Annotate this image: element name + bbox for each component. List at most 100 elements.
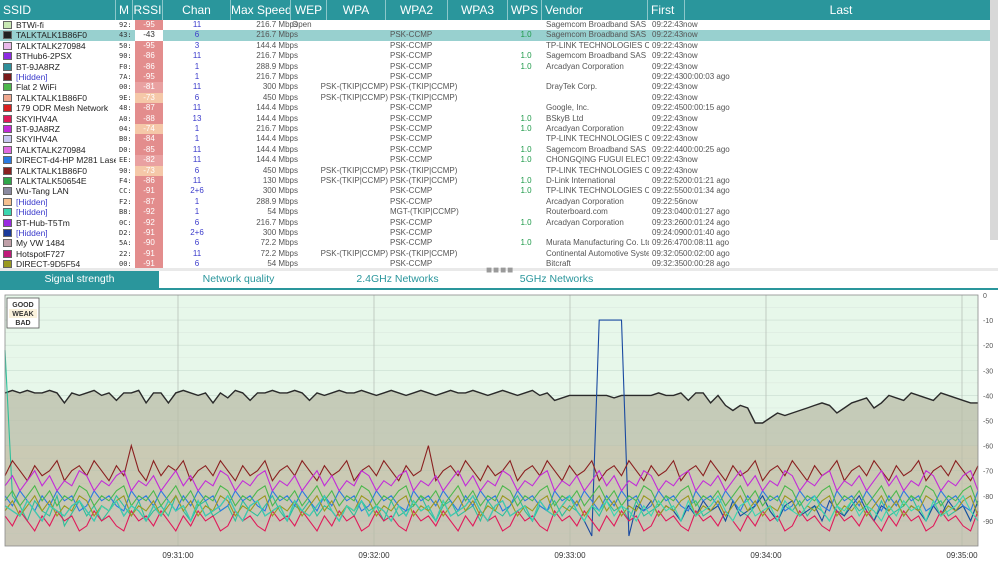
table-row[interactable]: TALKTALK1B86F0 90: -73 6 450 Mbps PSK-(TKIP|C…	[0, 165, 990, 176]
col-rssi[interactable]: RSSI	[133, 0, 163, 20]
cell-max-speed: 216.7 Mbps	[256, 20, 298, 29]
series-color-swatch[interactable]	[3, 83, 12, 92]
series-color-swatch[interactable]	[3, 145, 12, 154]
splitter[interactable]	[0, 268, 998, 271]
cell-rssi: -92	[135, 217, 163, 228]
series-color-swatch[interactable]	[3, 208, 12, 217]
table-row[interactable]: BTHub6-2PSX 90: -86 11 216.7 Mbps PSK-CCMP 1.0…	[0, 51, 990, 62]
splitter-grip-icon[interactable]: ■■■■	[486, 265, 515, 276]
table-row[interactable]: SKYIHV4A B0: -84 1 144.4 Mbps PSK-CCMP TP-LINK…	[0, 134, 990, 145]
series-color-swatch[interactable]	[3, 52, 12, 61]
cell-rssi: -95	[135, 20, 163, 31]
table-row[interactable]: [Hidden] D2: -91 2+6 300 Mbps PSK-CCMP 09:24:0…	[0, 228, 990, 239]
cell-rssi: -85	[135, 144, 163, 156]
table-row[interactable]: DIRECT-9D5F54 00: -91 6 54 Mbps PSK-CCMP Bitcr…	[0, 259, 990, 268]
series-color-swatch[interactable]	[3, 31, 12, 40]
cell-wps: 1.0	[520, 186, 532, 196]
cell-last: 00:00:28 ago	[683, 259, 730, 268]
cell-ssid: [Hidden]	[16, 72, 48, 82]
cell-rssi: -91	[135, 259, 163, 268]
cell-wpa	[312, 218, 388, 228]
col-wpa2[interactable]: WPA2	[386, 0, 448, 20]
col-wep[interactable]: WEP	[291, 0, 327, 20]
table-row[interactable]: TALKTALK1B86F0 43: -43 6 216.7 Mbps PSK-CCMP 1…	[0, 30, 990, 41]
col-max-speed[interactable]: Max Speed	[231, 0, 291, 20]
series-color-swatch[interactable]	[3, 197, 12, 206]
cell-last: now	[683, 92, 698, 102]
table-row[interactable]: [Hidden] F2: -87 1 288.9 Mbps PSK-CCMP Arcadya…	[0, 196, 990, 208]
table-row[interactable]: [Hidden] B8: -92 1 54 Mbps MGT-(TKIP|CCMP) Rou…	[0, 207, 990, 218]
cell-mac: 48:	[119, 104, 132, 113]
col-wps[interactable]: WPS	[508, 0, 542, 20]
series-color-swatch[interactable]	[3, 104, 12, 113]
table-row[interactable]: TALKTALK270984 D0: -85 11 144.4 Mbps PSK-CCMP…	[0, 144, 990, 156]
table-row[interactable]: BTWi-fi 92: -95 11 216.7 Mbps Open Sagemcom Br…	[0, 20, 990, 31]
table-row[interactable]: Wu-Tang LAN CC: -91 2+6 300 Mbps PSK-CCMP 1.0 T…	[0, 186, 990, 197]
x-tick-label: 09:31:00	[162, 551, 194, 560]
cell-max-speed: 216.7 Mbps	[256, 72, 298, 81]
table-row[interactable]: HotspotF727 22: -91 11 72.2 Mbps PSK-(TKIP|CC…	[0, 248, 990, 260]
col-last[interactable]: Last	[685, 0, 990, 20]
table-row[interactable]: BT-9JA8RZ 04: -74 1 216.7 Mbps PSK-CCMP 1.0 Arc…	[0, 124, 990, 135]
cell-mac: F4:	[119, 177, 132, 185]
col-first[interactable]: First	[648, 0, 685, 20]
col-wpa[interactable]: WPA	[327, 0, 386, 20]
series-color-swatch[interactable]	[3, 239, 12, 248]
col-wpa3[interactable]: WPA3	[448, 0, 508, 20]
table-row[interactable]: [Hidden] 7A: -95 1 216.7 Mbps PSK-CCMP 09:22:4…	[0, 72, 990, 83]
series-color-swatch[interactable]	[3, 260, 12, 268]
vertical-scrollbar[interactable]	[990, 0, 998, 240]
col-ssid[interactable]: SSID	[0, 0, 116, 20]
table-row[interactable]: BT-9JA8RZ F0: -86 1 288.9 Mbps PSK-CCMP 1.0 Arc…	[0, 61, 990, 72]
tab-network-quality[interactable]: Network quality	[202, 273, 275, 285]
cell-vendor: CHONGQING FUGUI ELECTRONICS	[546, 155, 649, 165]
series-color-swatch[interactable]	[3, 114, 12, 123]
table-row[interactable]: SKYIHV4A A0: -88 13 144.4 Mbps PSK-CCMP 1.0 BSk…	[0, 113, 990, 124]
series-color-swatch[interactable]	[3, 21, 12, 29]
cell-wps	[512, 20, 540, 30]
table-row[interactable]: BT-Hub-T5Tm 0C: -92 6 216.7 Mbps PSK-CCMP 1.0 A…	[0, 217, 990, 228]
cell-ssid: TALKTALK270984	[16, 144, 86, 155]
tab-5ghz-networks[interactable]: 5GHz Networks	[519, 273, 594, 285]
cell-mac: D0:	[119, 145, 132, 154]
series-color-swatch[interactable]	[3, 125, 12, 133]
series-color-swatch[interactable]	[3, 62, 12, 71]
table-row[interactable]: 179 ODR Mesh Network 48: -87 11 144.4 Mbps PS…	[0, 103, 990, 114]
cell-rssi: -86	[135, 61, 163, 72]
cell-max-speed: 216.7 Mbps	[256, 30, 298, 40]
series-color-swatch[interactable]	[3, 187, 12, 196]
col-chan[interactable]: Chan	[163, 0, 231, 20]
x-tick-label: 09:35:00	[946, 551, 978, 560]
col-mac[interactable]: M	[116, 0, 133, 20]
col-vendor[interactable]: Vendor	[542, 0, 648, 20]
cell-vendor: Sagemcom Broadband SAS	[546, 144, 647, 154]
legend-weak-swatch	[9, 309, 37, 318]
series-color-swatch[interactable]	[3, 229, 12, 237]
cell-wpa2: PSK-CCMP	[390, 134, 433, 144]
series-color-swatch[interactable]	[3, 135, 12, 144]
series-color-swatch[interactable]	[3, 41, 12, 50]
cell-wps	[512, 207, 540, 217]
series-color-swatch[interactable]	[3, 166, 12, 175]
series-color-swatch[interactable]	[3, 177, 12, 185]
table-row[interactable]: Flat 2 WiFi 00: -81 11 300 Mbps PSK-(TKIP|CCM…	[0, 82, 990, 93]
tab-2-4ghz-networks[interactable]: 2.4GHz Networks	[356, 273, 439, 285]
table-row[interactable]: TALKTALK50654E F4: -86 11 130 Mbps PSK-(TKIP|…	[0, 176, 990, 187]
table-row[interactable]: TALKTALK270984 50: -95 3 144.4 Mbps PSK-CCMP T…	[0, 40, 990, 52]
cell-wpa2: PSK-CCMP	[390, 61, 433, 71]
series-color-swatch[interactable]	[3, 218, 12, 227]
cell-vendor: TP-LINK TECHNOLOGIES CO.,LTD	[546, 134, 649, 144]
cell-last: 00:01:24 ago	[683, 217, 730, 227]
series-color-swatch[interactable]	[3, 249, 12, 258]
legend-weak: WEAK	[12, 311, 33, 318]
cell-ssid: TALKTALK1B86F0	[16, 30, 88, 41]
table-row[interactable]: My VW 1484 5A: -90 6 72.2 Mbps PSK-CCMP 1.0 Mur…	[0, 238, 990, 249]
series-color-swatch[interactable]	[3, 73, 12, 81]
cell-channel: 6	[194, 92, 200, 102]
series-color-swatch[interactable]	[3, 93, 12, 102]
table-row[interactable]: TALKTALK1B86F0 9E: -73 6 450 Mbps PSK-(TKIP|C…	[0, 92, 990, 104]
series-color-swatch[interactable]	[3, 156, 12, 165]
table-row[interactable]: DIRECT-d4-HP M281 LaserJetEE:-82 11 144.4 …	[0, 155, 990, 166]
tab-signal-strength[interactable]: Signal strength	[0, 271, 159, 288]
series-line	[4, 494, 979, 523]
